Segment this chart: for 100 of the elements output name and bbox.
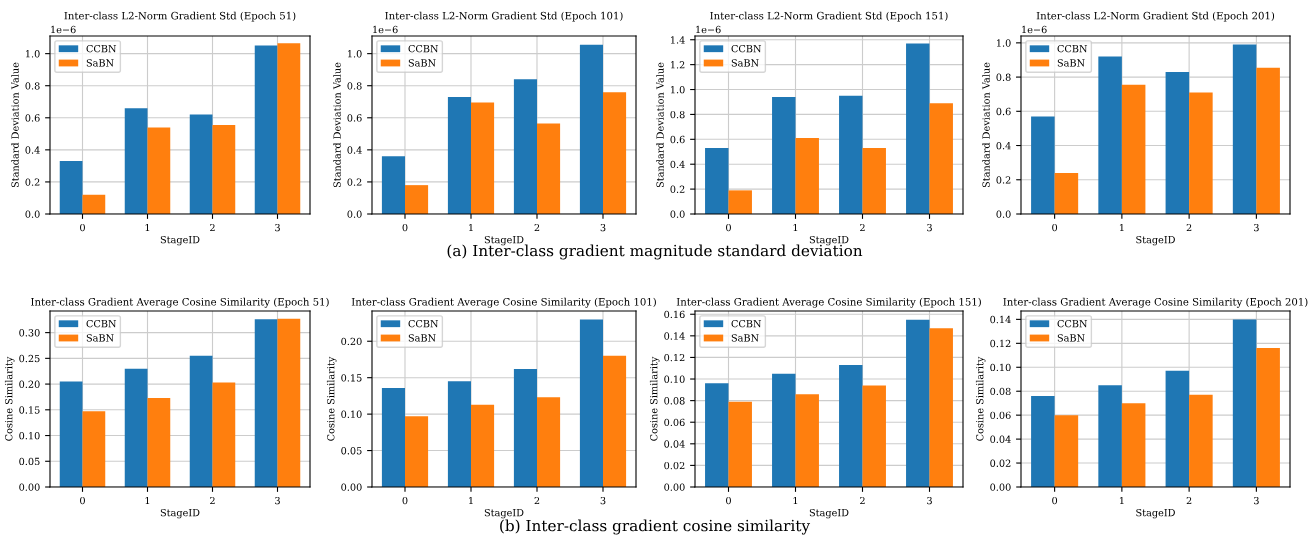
x-tick-label: 0 bbox=[1052, 223, 1058, 232]
y-tick-label: 0.10 bbox=[664, 375, 685, 383]
bar bbox=[189, 355, 213, 487]
y-tick-label: 1.0 bbox=[348, 50, 362, 58]
bar bbox=[906, 319, 930, 487]
bar bbox=[82, 411, 106, 487]
bar bbox=[1121, 84, 1146, 214]
chart-title: Inter-class Gradient Average Cosine Similarity (Epoch 151) bbox=[676, 297, 981, 308]
y-axis-title: Cosine Similarity bbox=[4, 356, 15, 441]
text: 1e−6 bbox=[373, 25, 398, 34]
x-axis-title: StageID bbox=[160, 508, 200, 519]
x-tick-label: 0 bbox=[80, 496, 85, 505]
y-tick-label: 0.04 bbox=[990, 435, 1011, 443]
y-axis-title: Standard Deviation Value bbox=[11, 62, 19, 188]
bar bbox=[795, 138, 819, 214]
y-tick-label: 0.6 bbox=[347, 114, 362, 122]
x-axis-title: StageID bbox=[1136, 508, 1175, 519]
bar bbox=[728, 401, 752, 487]
bar bbox=[929, 103, 953, 214]
y-tick-label: 0.06 bbox=[990, 411, 1011, 419]
x-tick-label: 0 bbox=[402, 496, 408, 505]
x-tick-label: 1 bbox=[469, 496, 473, 505]
text: 1e−6 bbox=[1022, 25, 1047, 34]
legend-label: SaBN bbox=[408, 334, 436, 342]
y-tick-label: 0.2 bbox=[670, 185, 685, 193]
bar bbox=[405, 185, 429, 214]
y-tick-label: 0.10 bbox=[19, 432, 40, 440]
y-tick-label: 0.6 bbox=[670, 135, 685, 144]
x-axis-title: StageID bbox=[160, 235, 200, 246]
x-tick-label: 0 bbox=[80, 223, 85, 232]
y-axis-title: Standard Deviation Value bbox=[982, 62, 990, 188]
bar bbox=[254, 45, 278, 214]
bar bbox=[277, 318, 301, 487]
chart-title: Inter-class Gradient Average Cosine Similarity (Epoch 101) bbox=[351, 297, 656, 308]
y-tick-label: 0.20 bbox=[19, 380, 40, 388]
x-tick-label: 3 bbox=[927, 223, 932, 232]
x-tick-label: 1 bbox=[145, 496, 150, 505]
y-tick-label: 0.08 bbox=[990, 387, 1011, 396]
bar bbox=[929, 328, 953, 487]
y-tick-label: 0.4 bbox=[670, 160, 685, 169]
y-tick-label: 0.4 bbox=[347, 146, 362, 154]
bar bbox=[772, 373, 796, 487]
bar bbox=[212, 125, 236, 214]
text: 1e−6 bbox=[51, 25, 76, 34]
y-tick-label: 0.0 bbox=[25, 210, 40, 218]
legend-label: SaBN bbox=[86, 334, 114, 342]
bar bbox=[537, 123, 561, 214]
x-axis-title: StageID bbox=[809, 235, 849, 246]
legend-label: CCBN bbox=[1057, 319, 1088, 328]
bar bbox=[772, 96, 796, 214]
x-tick-label: 1 bbox=[145, 223, 150, 232]
y-axis-title: Cosine Similarity bbox=[326, 356, 337, 441]
bar bbox=[1256, 67, 1280, 214]
chart-title: Inter-class L2-Norm Gradient Std (Epoch 101) bbox=[385, 11, 623, 22]
legend-label: SaBN bbox=[86, 59, 114, 67]
x-axis-title: StageID bbox=[484, 235, 524, 246]
y-tick-label: 0.0 bbox=[347, 210, 362, 218]
y-tick-label: 0.2 bbox=[25, 178, 40, 186]
bar bbox=[728, 190, 752, 214]
bar bbox=[212, 382, 236, 487]
x-axis-title: StageID bbox=[809, 508, 849, 519]
x-tick-label: 3 bbox=[1254, 496, 1259, 505]
x-tick-label: 2 bbox=[1186, 496, 1192, 505]
y-axis-title: Standard Deviation Value bbox=[333, 62, 341, 188]
y-tick-label: 0.8 bbox=[670, 110, 685, 119]
bar bbox=[82, 194, 106, 214]
legend-label: CCBN bbox=[731, 44, 762, 53]
x-tick-label: 0 bbox=[726, 223, 731, 232]
chart-title: Inter-class Gradient Average Cosine Similarity (Epoch 201) bbox=[1003, 297, 1308, 308]
bar bbox=[839, 95, 863, 214]
bar bbox=[1189, 394, 1213, 487]
text: (a) Inter-class gradient magnitude standard deviation bbox=[447, 244, 863, 260]
bar bbox=[447, 381, 471, 487]
bar bbox=[795, 394, 819, 487]
x-tick-label: 0 bbox=[1052, 496, 1058, 505]
bar bbox=[147, 397, 171, 487]
legend-label: CCBN bbox=[86, 319, 117, 328]
y-tick-label: 0.4 bbox=[996, 142, 1011, 150]
y-axis-title: Standard Deviation Value bbox=[656, 62, 664, 188]
x-tick-label: 1 bbox=[1119, 496, 1124, 505]
y-axis-title: Cosine Similarity bbox=[975, 356, 986, 441]
legend-label: SaBN bbox=[731, 334, 759, 342]
bar bbox=[513, 79, 537, 214]
bar bbox=[603, 355, 627, 487]
x-tick-label: 2 bbox=[210, 223, 215, 232]
bar bbox=[277, 43, 301, 214]
legend-label: SaBN bbox=[1057, 59, 1085, 67]
bar bbox=[705, 383, 729, 487]
bar bbox=[1232, 44, 1257, 214]
y-tick-label: 0.20 bbox=[341, 337, 362, 346]
legend-label: CCBN bbox=[86, 44, 117, 53]
x-tick-label: 0 bbox=[726, 496, 731, 505]
chart-title: Inter-class L2-Norm Gradient Std (Epoch 151) bbox=[710, 11, 948, 22]
bar bbox=[906, 43, 930, 214]
bar bbox=[1054, 415, 1079, 487]
y-tick-label: 0.0 bbox=[670, 210, 685, 218]
x-tick-label: 2 bbox=[1186, 223, 1192, 232]
bar bbox=[471, 102, 495, 214]
bar bbox=[839, 364, 863, 487]
x-axis-title: StageID bbox=[1136, 235, 1175, 246]
